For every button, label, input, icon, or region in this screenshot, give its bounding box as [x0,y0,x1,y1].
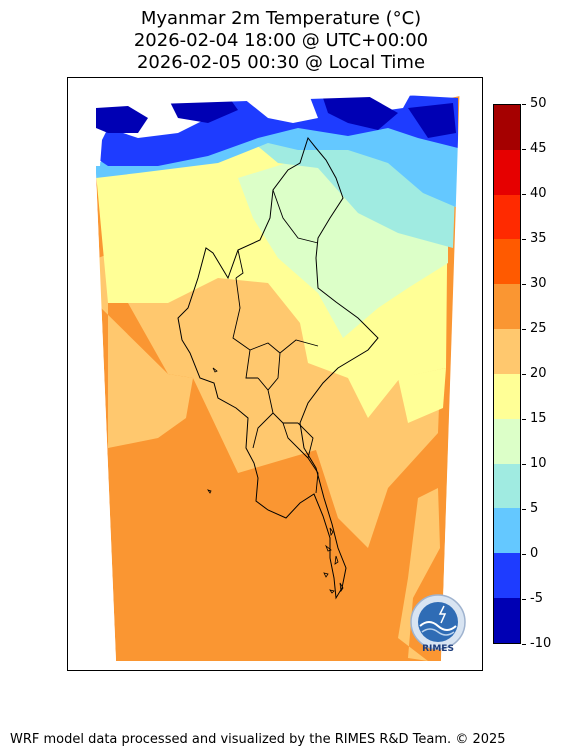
footer-credit: WRF model data processed and visualized … [10,732,506,747]
colorbar-tick-label: -5 [522,592,562,606]
colorbar-segment [494,239,520,285]
colorbar-tick-label: 30 [522,277,562,291]
colorbar-tick-label: -10 [522,637,562,651]
colorbar-segment [494,553,520,599]
colorbar-tick-label: 10 [522,457,562,471]
state-borders [232,189,319,494]
colorbar-segment [494,149,520,195]
islands [207,367,344,594]
colorbar-tick-label: 15 [522,412,562,426]
colorbar-tick-label: 0 [522,547,562,561]
map-canvas [68,78,482,670]
myanmar-border [177,136,379,600]
logo-text: RIMES [422,644,454,654]
colorbar-segment [494,284,520,330]
colorbar-segment [494,598,520,643]
colorbar-tick-label: 35 [522,232,562,246]
colorbar [493,104,521,644]
globe-icon [410,594,466,650]
colorbar-segment [494,105,520,150]
colorbar-tick-label: 45 [522,142,562,156]
colorbar-tick-label: 5 [522,502,562,516]
temperature-map [67,77,483,671]
outside-domain-bottom [68,661,482,670]
colorbar-tick-label: 40 [522,187,562,201]
colorbar-tick-label: 20 [522,367,562,381]
outside-domain-top [68,78,482,106]
outside-domain-right [441,78,482,670]
chart-title: Myanmar 2m Temperature (°C) [140,8,422,29]
zone-minus10-minus5-a [96,106,148,133]
colorbar-tick-label: 50 [522,97,562,111]
colorbar-tick-label: 25 [522,322,562,336]
utc-time-label: 2026-02-04 18:00 @ UTC+00:00 [133,30,429,51]
colorbar-segment [494,329,520,374]
colorbar-segment [494,194,520,240]
zone-15-20-lobe [398,368,446,423]
outside-domain-left [68,78,116,670]
colorbar-segment [494,463,520,509]
colorbar-segment [494,373,520,419]
colorbar-segment [494,508,520,554]
zone-20-25-west [96,303,193,448]
zone-minus10-minus5-c [323,96,398,130]
rimes-logo: RIMES [406,592,470,658]
zone-20-25-east [398,488,440,661]
colorbar-segment [494,418,520,464]
zone-minus10-minus5-d [408,103,456,138]
local-time-label: 2026-02-05 00:30 @ Local Time [136,52,426,73]
